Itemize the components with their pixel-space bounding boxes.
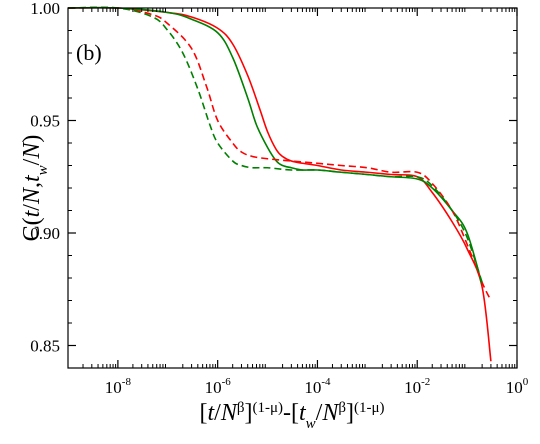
x-axis-title: [t/Nβ](1-μ)-[tw/Nβ](1-μ) [199,400,384,432]
y-tick-label: 0.85 [30,337,60,356]
y-tick-label: 0.95 [30,112,60,131]
series-line-green-dashed [67,6,483,283]
series-lines [67,6,492,362]
y-tick-label: 1.00 [30,0,60,18]
x-tick-label: 10-8 [105,376,132,397]
series-line-red-dashed [67,6,492,301]
panel-label: (b) [76,40,102,65]
x-tick-label: 100 [506,376,529,397]
series-line-red-solid [67,6,492,362]
x-tick-label: 10-6 [205,376,232,397]
axis-ticks: 0.85 0.90 0.95 1.00 10-8 10-6 10-4 10-2 100 [30,0,529,397]
plot-frame [67,7,518,369]
x-tick-label: 10-4 [304,376,331,397]
series-line-green-solid [67,6,483,285]
y-tick-label: 0.90 [30,224,60,243]
x-tick-label: 10-2 [404,376,430,397]
